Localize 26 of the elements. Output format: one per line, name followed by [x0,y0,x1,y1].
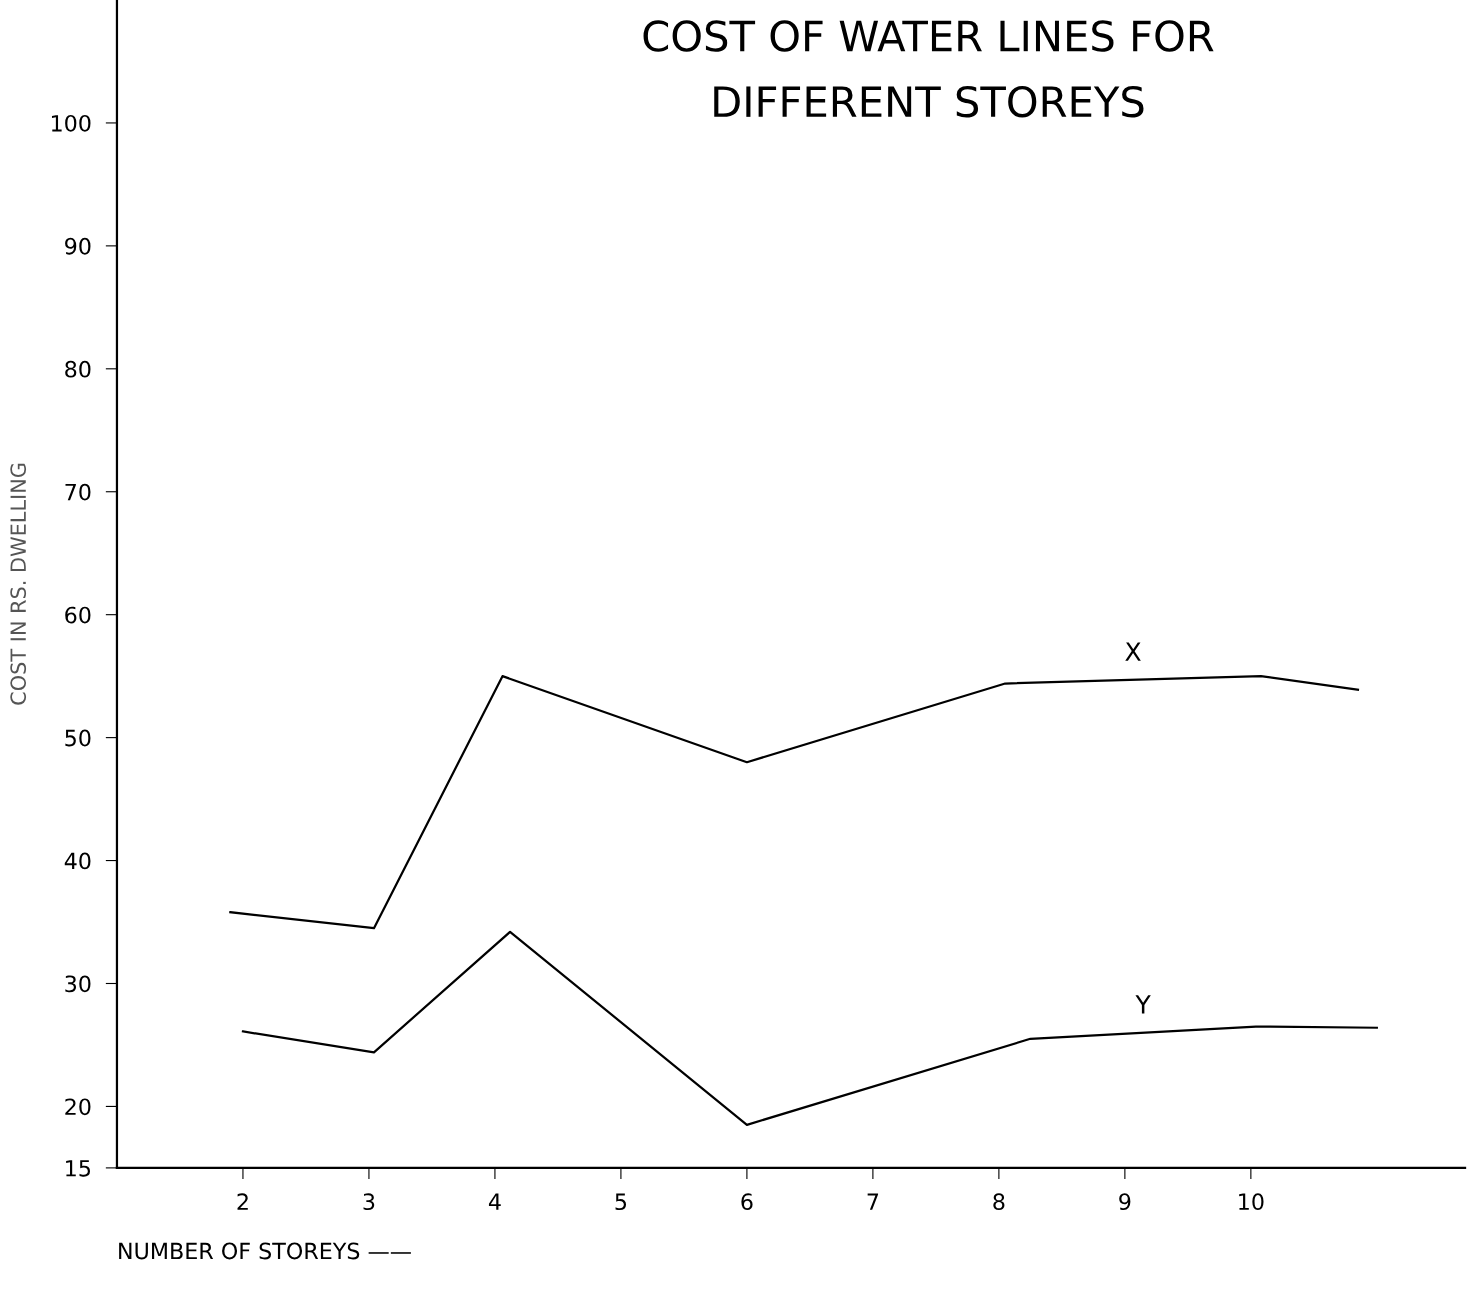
y-tick-label: 50 [65,729,91,747]
x-axis-title: NUMBER OF STOREYS —— [119,1242,411,1260]
series-label: Y [1135,995,1151,1014]
y-axis-title: COST IN RS. DWELLING [10,463,27,705]
y-tick-label: 15 [66,1160,91,1177]
line-series [241,930,1378,1126]
x-tick-label: 6 [741,1193,753,1211]
y-tick-label: 100 [51,114,91,132]
x-tick-label: 5 [615,1193,627,1211]
x-tick-label: 10 [1239,1193,1264,1211]
x-tick-label: 4 [488,1193,501,1210]
x-tick-label: 9 [1119,1193,1131,1211]
y-tick-label: 40 [64,852,91,870]
y-tick-label: 60 [65,606,91,624]
x-tick-label: 7 [867,1193,879,1210]
x-tick-label: 3 [363,1193,375,1211]
y-tick-label: 80 [65,360,91,378]
line-series [229,675,1360,930]
x-tick-label: 8 [993,1193,1005,1211]
y-tick-label: 70 [65,483,91,501]
y-tick-label: 90 [65,237,91,255]
text: COST OF WATER LINES FOR DIFFERENT STOREYS [643,20,1214,118]
y-tick-label: 20 [65,1098,91,1116]
x-tick-label: 2 [237,1193,248,1210]
series-label: X [1125,642,1141,661]
y-tick-label: 30 [65,975,91,993]
